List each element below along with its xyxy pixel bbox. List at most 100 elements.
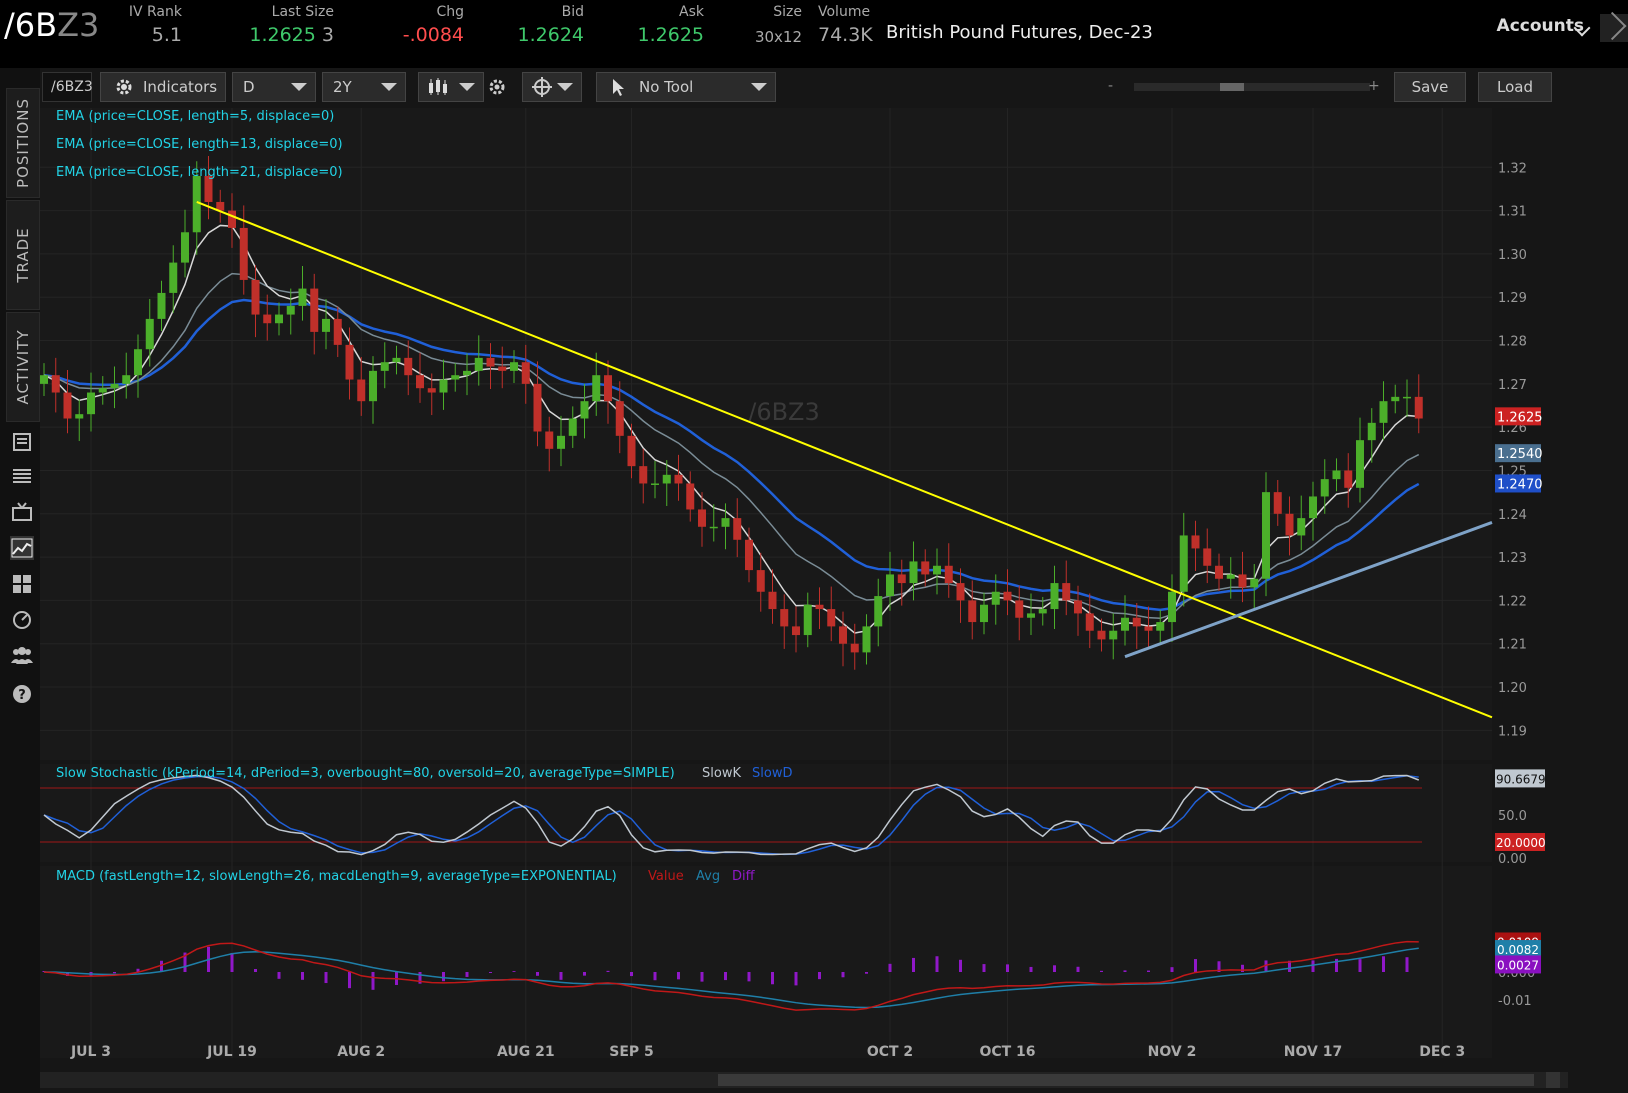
stochastic-panel[interactable] bbox=[40, 764, 1492, 862]
volume-field: Volume 74.3K bbox=[818, 4, 873, 46]
tab-activity[interactable]: ACTIVITY bbox=[6, 312, 40, 422]
candle bbox=[792, 606, 800, 653]
candle-body bbox=[1003, 591, 1012, 601]
ask-field[interactable]: Ask 1.2625 bbox=[637, 4, 704, 46]
gauge-icon[interactable] bbox=[10, 608, 34, 632]
zoom-slider[interactable] bbox=[1134, 83, 1370, 91]
zoom-slider-handle[interactable] bbox=[1220, 83, 1244, 91]
crosshair-icon bbox=[532, 77, 552, 97]
candle bbox=[980, 592, 988, 635]
candle-body bbox=[98, 388, 107, 393]
last-size-field: Last Size 1.2625 3 bbox=[249, 4, 334, 46]
candle-body bbox=[439, 379, 448, 393]
drawing-style-dropdown[interactable] bbox=[522, 72, 582, 102]
save-button[interactable]: Save bbox=[1394, 72, 1466, 102]
study-label-ema13[interactable]: EMA (price=CLOSE, length=13, displace=0) bbox=[56, 137, 343, 152]
candle bbox=[921, 549, 930, 587]
stochastic-tick: 0.00 bbox=[1498, 852, 1527, 867]
timeframe-dropdown[interactable]: 2Y bbox=[322, 72, 406, 102]
candle-body bbox=[792, 626, 800, 636]
zoom-in-button[interactable]: + bbox=[1368, 78, 1380, 94]
candle-body bbox=[1297, 518, 1306, 536]
zoom-out-button[interactable]: - bbox=[1108, 78, 1114, 94]
candle bbox=[333, 306, 342, 358]
macd-badge bbox=[1495, 940, 1541, 959]
accounts-menu[interactable]: Accounts bbox=[1496, 16, 1584, 36]
candle-body bbox=[404, 357, 413, 376]
candle-body bbox=[956, 583, 965, 601]
scrollbar-thumb[interactable] bbox=[718, 1074, 1534, 1086]
bid-field[interactable]: Bid 1.2624 bbox=[517, 4, 584, 46]
candle-body bbox=[627, 435, 636, 467]
price-badge-label: 1.2625 bbox=[1497, 410, 1543, 425]
candle-body bbox=[310, 288, 319, 332]
candle-body bbox=[839, 626, 847, 644]
candle bbox=[216, 189, 225, 223]
uptrend-line[interactable] bbox=[1124, 521, 1493, 659]
candle bbox=[357, 357, 366, 416]
downtrend-line[interactable] bbox=[196, 201, 1493, 719]
grid-icon[interactable] bbox=[10, 572, 34, 596]
study-label-ema5[interactable]: EMA (price=CLOSE, length=5, displace=0) bbox=[56, 109, 334, 124]
candle bbox=[87, 372, 95, 432]
candle bbox=[1391, 384, 1400, 414]
candle bbox=[580, 383, 589, 439]
tv-icon[interactable] bbox=[10, 500, 34, 524]
candle bbox=[1027, 593, 1035, 636]
chart-symbol-field[interactable]: /6BZ3 bbox=[42, 72, 93, 102]
help-icon[interactable]: ? bbox=[10, 682, 34, 706]
candle bbox=[592, 352, 601, 416]
macd-panel[interactable] bbox=[40, 866, 1492, 1058]
chevron-down-icon bbox=[459, 83, 475, 91]
chart-icon[interactable] bbox=[10, 536, 34, 560]
study-label-ema21[interactable]: EMA (price=CLOSE, length=21, displace=0) bbox=[56, 165, 343, 180]
candle-body bbox=[1156, 622, 1165, 631]
candle-body bbox=[1403, 396, 1411, 399]
candle bbox=[944, 543, 953, 598]
scroll-right-button[interactable] bbox=[1546, 1072, 1560, 1088]
candle bbox=[874, 578, 883, 647]
candle-body bbox=[803, 604, 812, 636]
candle bbox=[733, 498, 742, 558]
aggregation-dropdown[interactable]: D bbox=[232, 72, 316, 102]
candle-body bbox=[87, 392, 95, 415]
candle bbox=[1344, 453, 1353, 508]
candle bbox=[1168, 574, 1176, 642]
list-icon[interactable] bbox=[10, 464, 34, 488]
trendlines[interactable] bbox=[196, 201, 1493, 719]
candle-body bbox=[933, 565, 941, 575]
candle bbox=[251, 265, 260, 338]
chart-style-dropdown[interactable] bbox=[418, 72, 484, 102]
date-tick-label: OCT 16 bbox=[979, 1044, 1035, 1060]
candle-body bbox=[897, 574, 906, 584]
svg-text:?: ? bbox=[18, 688, 26, 703]
price-tick-label: 1.32 bbox=[1498, 161, 1527, 176]
candle bbox=[886, 551, 894, 611]
candle bbox=[98, 376, 107, 405]
people-icon[interactable] bbox=[10, 644, 34, 668]
tab-positions[interactable]: POSITIONS bbox=[6, 88, 40, 198]
drawing-tool-dropdown[interactable]: No Tool bbox=[596, 72, 776, 102]
indicators-button[interactable]: Indicators bbox=[100, 72, 226, 102]
candle-body bbox=[580, 401, 589, 419]
news-icon[interactable] bbox=[10, 430, 34, 454]
price-tick-label: 1.28 bbox=[1498, 335, 1527, 350]
tab-trade[interactable]: TRADE bbox=[6, 200, 40, 310]
stochastic-title[interactable]: Slow Stochastic (kPeriod=14, dPeriod=3, … bbox=[56, 766, 675, 781]
candles-icon bbox=[429, 78, 447, 95]
candle-body bbox=[145, 318, 154, 350]
chart-panel[interactable]: /6BZ3 Indicators D 2Y No Tool - + Save L… bbox=[40, 68, 1628, 1093]
candle bbox=[510, 350, 518, 383]
candle bbox=[134, 334, 142, 398]
candle-body bbox=[1320, 479, 1329, 497]
candle-body bbox=[110, 383, 119, 389]
gear-icon[interactable] bbox=[486, 76, 508, 98]
load-button[interactable]: Load bbox=[1478, 72, 1552, 102]
expand-icon[interactable] bbox=[1600, 14, 1628, 42]
macd-title[interactable]: MACD (fastLength=12, slowLength=26, macd… bbox=[56, 869, 617, 884]
candle-body bbox=[639, 466, 648, 484]
price-chart[interactable]: /6BZ3 1.321.311.301.291.281.271.261.251.… bbox=[40, 108, 1628, 1093]
price-panel[interactable] bbox=[40, 108, 1492, 760]
symbol-label[interactable]: /6BZ3 bbox=[4, 6, 100, 44]
candle-body bbox=[1285, 513, 1294, 536]
